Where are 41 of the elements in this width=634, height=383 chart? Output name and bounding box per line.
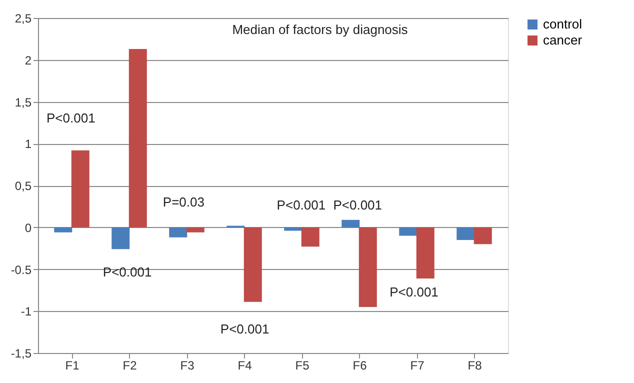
bar [169, 227, 188, 238]
x-tick-label: F4 [238, 358, 252, 372]
annotation: P<0.001 [102, 264, 152, 280]
y-tick-label: 0,5 [14, 179, 32, 193]
y-tick-label: 2 [24, 53, 32, 68]
legend-label: cancer [543, 32, 583, 48]
y-tick-label: 1 [24, 137, 32, 152]
bar [342, 220, 360, 228]
bar [71, 150, 90, 228]
x-tick-label: F2 [122, 358, 138, 372]
bar [54, 227, 72, 232]
y-tick-label: -1,5 [10, 346, 32, 360]
legend-label: control [543, 16, 582, 32]
annotation: P<0.001 [333, 198, 382, 213]
y-tick-label: 1,5 [14, 95, 32, 110]
annotation: P=0.03 [162, 194, 204, 210]
y-tick-label: 0 [24, 220, 32, 235]
annotation: P<0.001 [276, 198, 326, 213]
x-tick-label: F3 [180, 358, 195, 372]
x-tick-label: F5 [295, 358, 310, 372]
bar [358, 227, 377, 307]
annotation: P<0.001 [220, 322, 270, 337]
annotation: P<0.001 [46, 110, 96, 126]
bar [112, 227, 130, 250]
chart-title: Median of factors by diagnosis [232, 22, 408, 37]
y-tick-label: -1 [20, 304, 32, 319]
x-tick-label: F7 [410, 358, 425, 372]
bar [128, 48, 147, 228]
x-tick-label: F1 [65, 358, 80, 372]
bar [474, 227, 492, 244]
bar [456, 227, 475, 240]
bar [416, 227, 434, 278]
bar [301, 227, 320, 247]
annotation: P<0.001 [390, 284, 438, 300]
x-tick-label: F8 [468, 358, 482, 372]
bar [399, 227, 418, 236]
x-tick-label: F6 [352, 358, 368, 372]
bar [186, 227, 204, 232]
y-tick-label: -0.5 [10, 262, 32, 277]
bar [244, 227, 262, 302]
y-tick-label: 2,5 [14, 12, 32, 26]
